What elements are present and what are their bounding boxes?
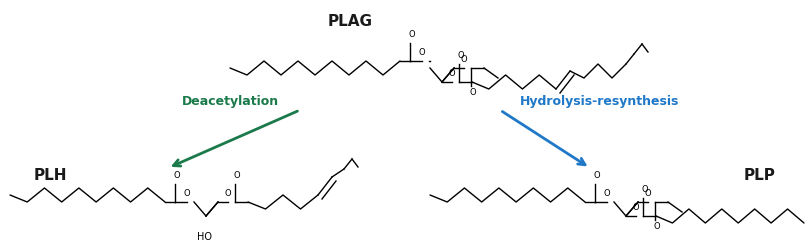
Text: O: O — [234, 171, 241, 180]
Text: HO: HO — [197, 232, 211, 242]
Text: PLP: PLP — [744, 168, 776, 183]
Text: PLH: PLH — [33, 168, 66, 183]
Text: O: O — [449, 69, 455, 78]
Text: O: O — [594, 171, 600, 180]
Text: O: O — [633, 203, 639, 212]
Text: Deacetylation: Deacetylation — [181, 95, 279, 108]
Text: O: O — [184, 189, 190, 198]
Text: O: O — [173, 171, 181, 180]
Text: O: O — [642, 185, 648, 194]
Text: O: O — [409, 30, 416, 39]
Text: O: O — [458, 51, 464, 60]
Text: O: O — [645, 189, 651, 198]
Text: O: O — [224, 189, 232, 198]
Text: O: O — [461, 55, 467, 64]
Text: O: O — [603, 189, 610, 198]
Text: O: O — [470, 88, 476, 97]
Text: O: O — [654, 222, 660, 231]
Text: Hydrolysis-resynthesis: Hydrolysis-resynthesis — [520, 95, 680, 108]
Text: O: O — [419, 48, 425, 57]
Text: PLAG: PLAG — [327, 14, 373, 29]
